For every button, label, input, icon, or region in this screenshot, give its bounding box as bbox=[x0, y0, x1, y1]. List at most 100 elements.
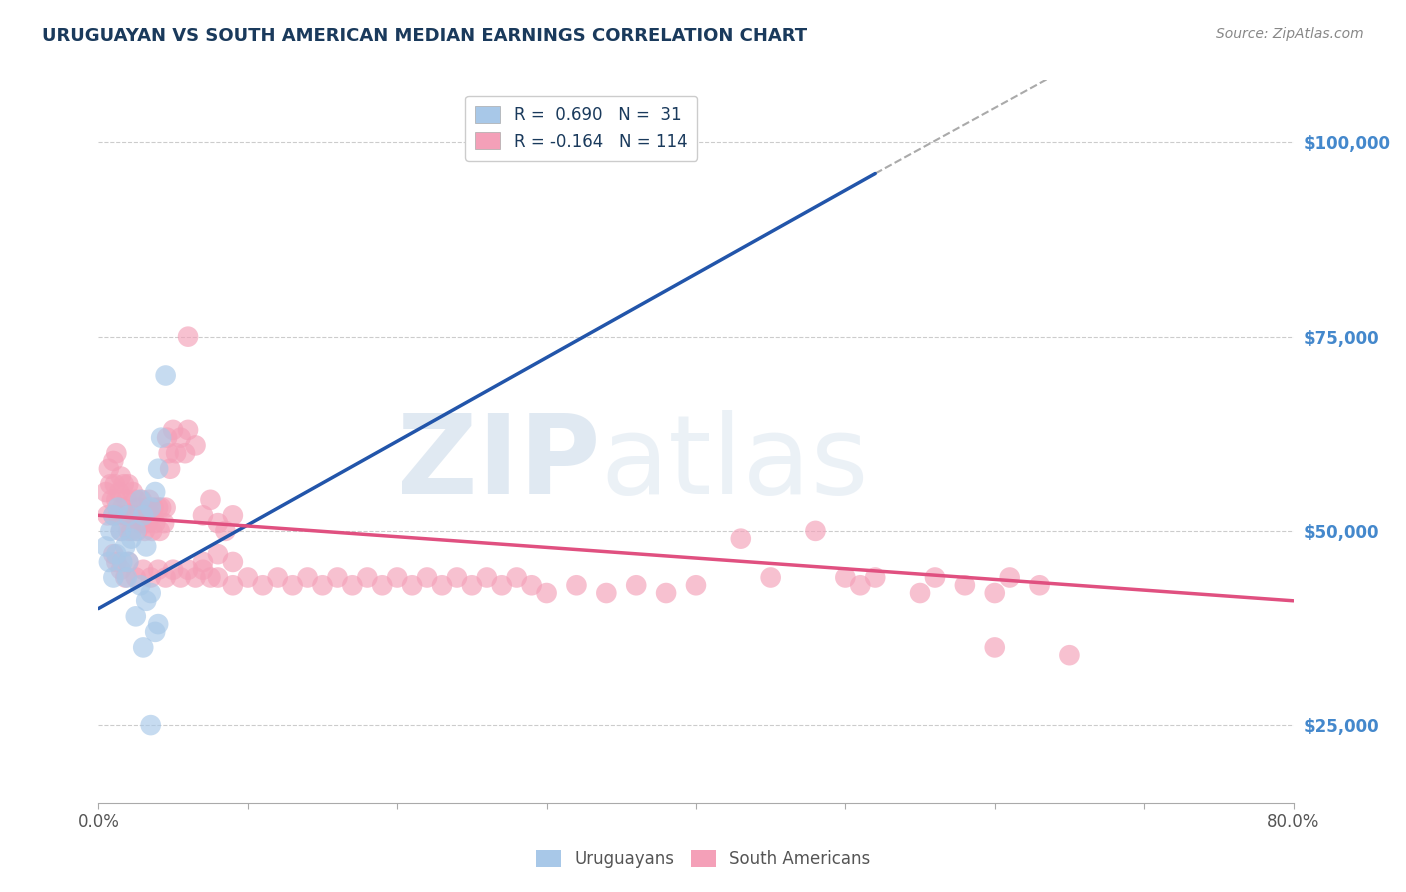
Point bbox=[135, 594, 157, 608]
Point bbox=[97, 461, 120, 475]
Point bbox=[908, 586, 931, 600]
Point bbox=[177, 563, 200, 577]
Point bbox=[110, 563, 132, 577]
Point bbox=[159, 461, 181, 475]
Point bbox=[110, 469, 132, 483]
Point bbox=[125, 609, 148, 624]
Point bbox=[155, 368, 177, 383]
Point bbox=[150, 431, 173, 445]
Point bbox=[385, 570, 409, 584]
Point bbox=[105, 446, 128, 460]
Point bbox=[148, 617, 170, 632]
Point bbox=[984, 640, 1007, 655]
Point bbox=[200, 570, 222, 584]
Point bbox=[139, 718, 162, 732]
Point bbox=[595, 586, 617, 600]
Point bbox=[103, 454, 125, 468]
Point bbox=[222, 555, 245, 569]
Point bbox=[222, 578, 245, 592]
Legend: R =  0.690   N =  31, R = -0.164   N = 114: R = 0.690 N = 31, R = -0.164 N = 114 bbox=[465, 95, 697, 161]
Point bbox=[730, 532, 752, 546]
Point bbox=[97, 555, 120, 569]
Point bbox=[162, 423, 184, 437]
Point bbox=[117, 555, 139, 569]
Point bbox=[139, 570, 162, 584]
Point bbox=[565, 578, 588, 592]
Point bbox=[281, 578, 304, 592]
Point bbox=[115, 570, 138, 584]
Point bbox=[222, 508, 245, 523]
Point bbox=[132, 508, 155, 523]
Point bbox=[849, 578, 872, 592]
Point bbox=[132, 563, 155, 577]
Point bbox=[461, 578, 484, 592]
Point bbox=[191, 563, 214, 577]
Point bbox=[155, 500, 177, 515]
Point bbox=[297, 570, 319, 584]
Text: atlas: atlas bbox=[600, 409, 869, 516]
Point bbox=[1059, 648, 1081, 663]
Point bbox=[125, 570, 148, 584]
Point bbox=[401, 578, 423, 592]
Point bbox=[804, 524, 827, 538]
Point bbox=[98, 524, 122, 538]
Point bbox=[121, 485, 143, 500]
Point bbox=[103, 547, 125, 561]
Point bbox=[117, 555, 139, 569]
Point bbox=[132, 640, 155, 655]
Point bbox=[536, 586, 558, 600]
Point bbox=[155, 570, 177, 584]
Point bbox=[865, 570, 887, 584]
Point bbox=[475, 570, 498, 584]
Point bbox=[117, 508, 139, 523]
Point bbox=[125, 492, 148, 507]
Point bbox=[446, 570, 468, 584]
Point bbox=[94, 485, 117, 500]
Point bbox=[96, 508, 118, 523]
Point bbox=[125, 524, 148, 538]
Point bbox=[143, 485, 166, 500]
Point bbox=[118, 508, 141, 523]
Point bbox=[134, 524, 156, 538]
Point bbox=[114, 508, 136, 523]
Point bbox=[110, 524, 132, 538]
Point bbox=[157, 446, 180, 460]
Point bbox=[103, 508, 125, 523]
Point bbox=[326, 570, 349, 584]
Point bbox=[129, 516, 152, 530]
Point bbox=[506, 570, 529, 584]
Point bbox=[207, 570, 229, 584]
Point bbox=[105, 555, 128, 569]
Point bbox=[165, 446, 187, 460]
Point bbox=[115, 492, 138, 507]
Point bbox=[114, 570, 136, 584]
Point bbox=[356, 570, 378, 584]
Point bbox=[169, 431, 191, 445]
Point bbox=[520, 578, 543, 592]
Point bbox=[177, 329, 200, 343]
Point bbox=[108, 485, 131, 500]
Point bbox=[655, 586, 678, 600]
Point bbox=[142, 500, 165, 515]
Point bbox=[148, 461, 170, 475]
Point bbox=[924, 570, 946, 584]
Point bbox=[153, 516, 176, 530]
Point bbox=[311, 578, 333, 592]
Point bbox=[998, 570, 1021, 584]
Point bbox=[491, 578, 513, 592]
Point bbox=[834, 570, 856, 584]
Point bbox=[128, 500, 150, 515]
Point bbox=[148, 500, 170, 515]
Point bbox=[129, 492, 152, 507]
Point bbox=[149, 524, 172, 538]
Point bbox=[127, 524, 149, 538]
Point bbox=[98, 477, 122, 491]
Point bbox=[143, 624, 166, 639]
Point bbox=[430, 578, 453, 592]
Point bbox=[107, 508, 129, 523]
Point bbox=[156, 431, 179, 445]
Point bbox=[120, 532, 142, 546]
Point bbox=[184, 570, 207, 584]
Point bbox=[101, 492, 124, 507]
Point bbox=[685, 578, 707, 592]
